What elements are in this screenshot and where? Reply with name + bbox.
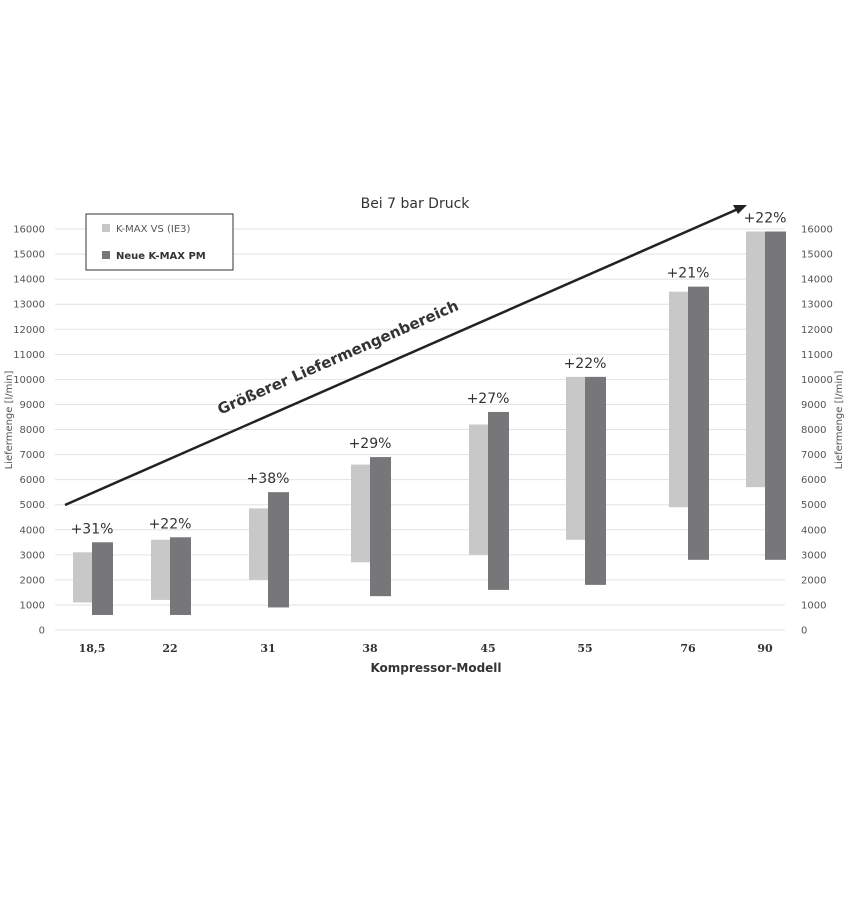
bar-kmax-pm (170, 537, 191, 615)
annotations: +31% +22% +38% +29% +27% +22% +21% +22% (71, 211, 787, 538)
y-tick-label-left: 8000 (20, 425, 45, 436)
y-tick-label-left: 15000 (13, 250, 45, 261)
y-tick-label-right: 14000 (801, 275, 833, 286)
x-tick-label: 45 (480, 642, 495, 655)
chart-title: Bei 7 bar Druck (361, 196, 471, 212)
y-tick-label-left: 0 (39, 626, 45, 637)
increase-label: +38% (247, 471, 290, 487)
bar-kmax-vs (73, 552, 92, 603)
bar-kmax-vs (746, 231, 765, 488)
y-tick-label-left: 11000 (13, 350, 45, 361)
x-tick-label: 18,5 (79, 642, 106, 655)
legend: K-MAX VS (IE3) Neue K-MAX PM (85, 213, 234, 271)
legend-swatch-kmax-vs (102, 224, 110, 232)
y-tick-label-left: 12000 (13, 325, 45, 336)
bar-kmax-vs (151, 539, 170, 600)
x-tick-label: 38 (362, 642, 378, 655)
y-tick-label-right: 0 (801, 626, 807, 637)
increase-label: +22% (564, 356, 607, 372)
bar-kmax-pm (268, 492, 289, 608)
y-tick-label-left: 4000 (20, 525, 45, 536)
bar-kmax-pm (370, 457, 391, 597)
y-tick-label-right: 2000 (801, 575, 826, 586)
increase-label: +22% (744, 211, 787, 227)
y-axis-label-right: Liefermenge [l/min] (834, 370, 845, 469)
x-axis-label: Kompressor-Modell (370, 661, 501, 675)
bar-kmax-pm (488, 411, 509, 590)
increase-label: +29% (349, 436, 392, 452)
y-axis-left: 0 1000 2000 3000 4000 5000 6000 7000 8000 9000 100… (13, 225, 45, 637)
bar-kmax-pm (765, 231, 786, 560)
increase-label: +27% (467, 391, 510, 407)
bar-kmax-pm (585, 376, 606, 585)
legend-swatch-kmax-pm (102, 251, 110, 259)
bar-kmax-vs (669, 291, 688, 508)
y-tick-label-right: 10000 (801, 375, 833, 386)
y-tick-label-left: 2000 (20, 575, 45, 586)
y-tick-label-right: 4000 (801, 525, 826, 536)
bar-kmax-vs (249, 508, 268, 580)
y-tick-label-right: 7000 (801, 450, 826, 461)
increase-label: +31% (71, 521, 114, 537)
y-axis-label-left: Liefermenge [l/min] (4, 370, 15, 469)
y-tick-label-right: 11000 (801, 350, 833, 361)
y-tick-label-right: 15000 (801, 250, 833, 261)
bar-kmax-vs (566, 376, 585, 540)
bar-kmax-vs (351, 464, 370, 563)
y-tick-label-left: 7000 (20, 450, 45, 461)
bar-kmax-pm (92, 542, 113, 615)
legend-label-kmax-pm: Neue K-MAX PM (116, 251, 206, 262)
y-tick-label-left: 14000 (13, 275, 45, 286)
y-tick-label-left: 13000 (13, 300, 45, 311)
y-tick-label-right: 16000 (801, 225, 833, 236)
x-axis: 18,5 22 31 38 45 55 76 90 (79, 642, 773, 655)
y-tick-label-left: 1000 (20, 600, 45, 611)
y-tick-label-right: 5000 (801, 500, 826, 511)
y-tick-label-right: 3000 (801, 550, 826, 561)
y-tick-label-right: 12000 (801, 325, 833, 336)
x-tick-label: 76 (680, 642, 696, 655)
bar-kmax-vs (469, 424, 488, 555)
y-tick-label-left: 5000 (20, 500, 45, 511)
y-axis-right: 0 1000 2000 3000 4000 5000 6000 7000 8000 9000 100… (801, 225, 833, 637)
x-tick-label: 90 (757, 642, 773, 655)
y-tick-label-right: 9000 (801, 400, 826, 411)
bar-kmax-pm (688, 286, 709, 560)
y-tick-label-left: 6000 (20, 475, 45, 486)
y-tick-label-right: 13000 (801, 300, 833, 311)
y-tick-label-left: 3000 (20, 550, 45, 561)
y-tick-label-right: 1000 (801, 600, 826, 611)
gridlines (55, 228, 785, 631)
x-tick-label: 31 (260, 642, 275, 655)
increase-label: +22% (149, 516, 192, 532)
trend-arrow (64, 205, 747, 507)
y-tick-label-left: 16000 (13, 225, 45, 236)
increase-label: +21% (667, 266, 710, 282)
y-tick-label-left: 10000 (13, 375, 45, 386)
legend-label-kmax-vs: K-MAX VS (IE3) (116, 224, 191, 235)
y-tick-label-right: 8000 (801, 425, 826, 436)
y-tick-label-left: 9000 (20, 400, 45, 411)
x-tick-label: 22 (162, 642, 177, 655)
x-tick-label: 55 (577, 642, 592, 655)
y-tick-label-right: 6000 (801, 475, 826, 486)
bars (73, 231, 786, 615)
arrow-label: Größerer Liefermengenbereich (215, 296, 461, 418)
